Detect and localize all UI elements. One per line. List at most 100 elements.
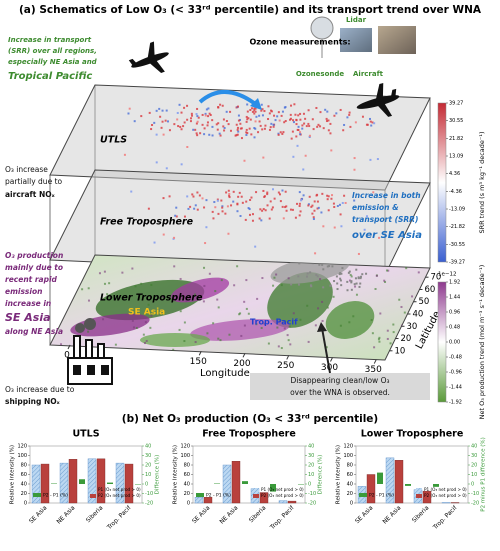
colorbar-tick-label: 30.55 (449, 118, 463, 124)
y-tick-label: 60 (21, 472, 27, 478)
map-speckle (350, 281, 353, 284)
map-speckle (299, 318, 302, 321)
map-speckle (315, 274, 318, 277)
y-axis-label: Relative Intensity (%) (10, 445, 16, 504)
srr-dot (194, 204, 197, 207)
srr-dot (203, 127, 206, 130)
srr-dot (225, 191, 228, 194)
srr-dot (279, 131, 282, 134)
srr-dot (353, 199, 356, 202)
map-speckle (403, 330, 406, 333)
srr-dot (326, 198, 329, 201)
srr-dot (204, 112, 207, 115)
map-speckle (326, 306, 329, 309)
map-speckle (267, 342, 270, 345)
srr-dot (253, 107, 256, 110)
map-speckle (102, 318, 105, 321)
y-tick-label: 0 (24, 501, 27, 507)
srr-dot (273, 114, 276, 117)
srr-dot (269, 200, 272, 203)
srr-dot (308, 134, 311, 137)
srr-dot (239, 118, 242, 121)
map-speckle (387, 269, 390, 272)
map-speckle (75, 272, 78, 275)
srr-dot (189, 120, 192, 123)
map-speckle (338, 273, 341, 276)
srr-dot (361, 115, 364, 118)
y-tick-label: 100 (343, 453, 353, 459)
srr-dot (295, 135, 298, 138)
srr-dot (343, 194, 346, 197)
map-speckle (131, 319, 134, 322)
x-axis-label: Longitude (200, 368, 250, 379)
srr-dot (182, 125, 185, 128)
legend-label: P1 (O₃ net prod > 0) (98, 487, 141, 492)
srr-dot (378, 236, 381, 239)
x-tick-label: SE Asia (354, 504, 375, 525)
map-speckle (383, 279, 386, 282)
srr-dot (293, 103, 296, 106)
annotation-line: (SRR) over all regions, (8, 47, 97, 55)
annotation: Lidar (346, 16, 367, 24)
y-tick-label: 80 (21, 463, 27, 469)
srr-dot (217, 212, 220, 215)
bar (124, 463, 134, 504)
srr-dot (219, 103, 222, 106)
srr-dot (215, 123, 218, 126)
srr-dot (229, 129, 232, 132)
srr-dot (266, 193, 269, 196)
srr-dot (127, 112, 130, 115)
annotation-line: SE Asia (5, 311, 51, 324)
srr-dot (272, 188, 275, 191)
srr-dot (173, 236, 176, 239)
map-speckle (144, 321, 147, 324)
annotation: Ozonesonde (296, 70, 345, 78)
srr-dot (199, 132, 202, 135)
srr-dot (369, 158, 372, 161)
bar (96, 458, 106, 504)
map-speckle (272, 284, 275, 287)
srr-dot (263, 127, 266, 130)
map-speckle (290, 283, 293, 286)
srr-dot (333, 205, 336, 208)
srr-dot (238, 191, 241, 194)
srr-dot (292, 155, 295, 158)
srr-dot (255, 115, 258, 118)
difference-bar (270, 484, 276, 492)
srr-dot (284, 120, 287, 123)
srr-dot (235, 134, 238, 137)
srr-dot (289, 208, 292, 211)
y-tick-label: 60 (347, 472, 353, 478)
srr-dot (348, 111, 351, 114)
map-speckle (352, 315, 355, 318)
srr-dot (282, 131, 285, 134)
srr-dot (268, 217, 271, 220)
srr-dot (271, 206, 274, 209)
srr-dot (220, 199, 223, 202)
map-speckle (114, 343, 117, 346)
y-tick-label: 60 (425, 285, 436, 295)
map-speckle (214, 290, 217, 293)
y2-tick-label: 10 (471, 472, 477, 478)
map-speckle (228, 333, 231, 336)
y-tick-label: 30 (407, 322, 418, 332)
map-speckle (333, 280, 336, 283)
srr-dot (316, 125, 319, 128)
srr-dot (322, 127, 325, 130)
srr-dot (277, 133, 280, 136)
srr-dot (241, 201, 244, 204)
map-speckle (306, 275, 309, 278)
map-speckle (147, 303, 150, 306)
map-speckle (297, 283, 300, 286)
srr-dot (168, 129, 171, 132)
legend-swatch (359, 493, 367, 497)
srr-dot (186, 145, 189, 148)
srr-dot (239, 122, 242, 125)
srr-dot (196, 120, 199, 123)
y-tick-label: 40 (413, 310, 424, 320)
map-speckle (306, 272, 309, 275)
colorbar-tick-label: -0.96 (449, 370, 462, 376)
map-speckle (245, 307, 248, 310)
srr-dot (320, 211, 323, 214)
srr-dot (258, 217, 261, 220)
